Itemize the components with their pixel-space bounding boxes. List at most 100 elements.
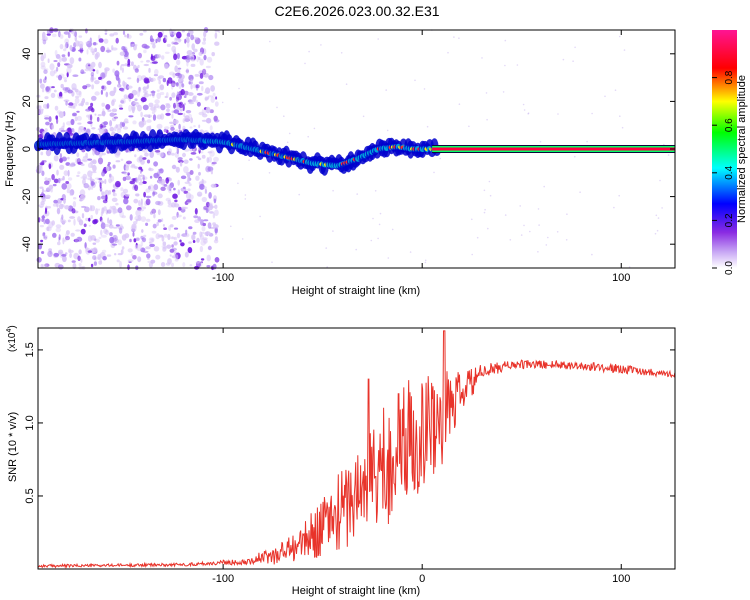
noise-point [40, 54, 45, 62]
noise-point [105, 49, 112, 53]
spectrogram-ticks: -100 100 -40 -20 0 20 40 [21, 30, 675, 284]
noise-point [170, 126, 175, 131]
noise-point [64, 38, 70, 45]
noise-point [207, 222, 212, 229]
noise-point [90, 102, 94, 107]
noise-point [166, 244, 172, 249]
noise-point [91, 127, 96, 130]
noise-point [458, 103, 461, 105]
noise-point [144, 92, 147, 96]
noise-point [196, 55, 199, 63]
noise-point [58, 30, 61, 38]
x-tick-label: -100 [212, 573, 234, 585]
noise-point [65, 230, 70, 235]
noise-point [63, 77, 68, 80]
noise-point [43, 190, 49, 193]
noise-point [547, 236, 549, 239]
noise-point [522, 103, 525, 106]
figure-title: C2E6.2026.023.00.32.E31 [274, 3, 439, 19]
noise-point [131, 89, 138, 96]
noise-point [614, 89, 617, 91]
noise-point [529, 230, 531, 233]
noise-point [52, 183, 57, 187]
noise-point [140, 241, 144, 247]
noise-point [150, 78, 154, 82]
noise-point [41, 251, 45, 254]
noise-point [52, 232, 57, 238]
noise-point [201, 119, 207, 122]
noise-point [618, 35, 621, 38]
noise-point [208, 74, 214, 81]
noise-point [85, 152, 88, 158]
noise-point [146, 59, 150, 63]
noise-point [57, 178, 61, 184]
noise-point [200, 231, 205, 235]
noise-point [173, 53, 178, 61]
noise-point [98, 208, 100, 211]
noise-point [65, 162, 71, 166]
noise-point [134, 44, 138, 47]
noise-point [628, 266, 631, 268]
noise-point [113, 116, 118, 119]
noise-point [186, 179, 190, 182]
noise-point [109, 232, 113, 237]
noise-point [180, 175, 187, 180]
noise-point [213, 156, 219, 162]
noise-point [160, 234, 163, 237]
noise-point [200, 219, 204, 226]
noise-point [58, 234, 61, 241]
noise-point [200, 261, 203, 264]
noise-point [195, 84, 200, 89]
noise-point [201, 196, 207, 203]
noise-point [572, 60, 574, 62]
noise-point [101, 191, 104, 196]
noise-point [112, 184, 116, 188]
noise-point [527, 113, 529, 115]
noise-point [57, 241, 61, 246]
noise-point [199, 233, 204, 241]
y-tick-label: 0.5 [24, 488, 36, 503]
noise-point [47, 250, 53, 258]
noise-point [151, 208, 157, 214]
noise-point [76, 90, 82, 96]
noise-point [171, 113, 174, 119]
noise-point [71, 208, 76, 214]
noise-point [44, 128, 48, 133]
noise-point [179, 239, 182, 243]
noise-point [42, 232, 46, 237]
noise-point [87, 170, 93, 178]
noise-point [169, 121, 174, 125]
noise-point [120, 98, 126, 105]
noise-point [168, 148, 172, 155]
noise-point [66, 71, 69, 78]
noise-point [61, 56, 67, 62]
noise-point [504, 214, 507, 216]
noise-point [114, 151, 121, 158]
noise-point [187, 247, 193, 254]
noise-point [230, 225, 232, 228]
noise-point [69, 191, 72, 196]
noise-point [145, 195, 152, 199]
noise-point [110, 175, 115, 182]
noise-point [53, 178, 59, 184]
noise-point [49, 249, 52, 255]
noise-point [192, 95, 198, 98]
noise-point [203, 31, 207, 38]
noise-point [423, 88, 426, 90]
noise-point [619, 115, 621, 117]
noise-point [424, 259, 427, 262]
noise-point [191, 43, 195, 51]
noise-point [64, 79, 67, 83]
noise-point [187, 113, 192, 120]
noise-point [162, 241, 167, 246]
noise-point [64, 205, 70, 210]
noise-point [109, 90, 116, 97]
noise-point [476, 236, 479, 239]
noise-point [104, 179, 107, 185]
noise-point [471, 218, 473, 221]
noise-point [90, 181, 95, 186]
noise-point [56, 66, 59, 72]
noise-point [198, 56, 201, 61]
noise-point [87, 121, 93, 125]
